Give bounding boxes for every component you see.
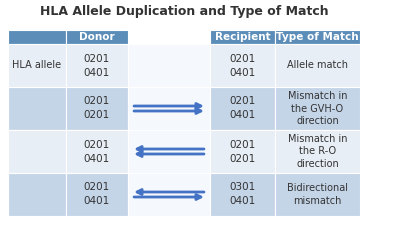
Text: Mismatch in
the GVH-O
direction: Mismatch in the GVH-O direction [288,91,347,126]
Text: 0201
0401: 0201 0401 [84,139,110,163]
Bar [128,173,210,216]
Bar [210,130,275,173]
Text: Recipient: Recipient [215,32,270,42]
Text: Bidirectional
mismatch: Bidirectional mismatch [287,183,348,206]
Bar [8,87,66,130]
Bar [66,44,128,87]
Text: 0201
0401: 0201 0401 [84,54,110,78]
Bar [275,30,360,44]
Bar [8,30,66,44]
Bar [128,87,210,130]
Bar [128,44,210,87]
Text: Type of Match: Type of Match [276,32,359,42]
Text: HLA Allele Duplication and Type of Match: HLA Allele Duplication and Type of Match [40,6,328,18]
Bar [66,87,128,130]
Bar [275,173,360,216]
Bar [66,130,128,173]
Bar [275,87,360,130]
Bar [66,30,128,44]
Bar [210,173,275,216]
Text: HLA allele: HLA allele [12,60,62,71]
Text: Donor: Donor [79,32,115,42]
Bar [210,30,275,44]
Text: 0201
0401: 0201 0401 [84,182,110,206]
Text: Allele match: Allele match [287,60,348,71]
Text: 0201
0401: 0201 0401 [229,54,256,78]
Bar [210,44,275,87]
Bar [66,173,128,216]
Bar [275,44,360,87]
Bar [8,44,66,87]
Bar [8,130,66,173]
Text: 0201
0401: 0201 0401 [229,96,256,120]
Bar [210,87,275,130]
Bar [8,173,66,216]
Text: Mismatch in
the R-O
direction: Mismatch in the R-O direction [288,134,347,169]
Text: 0301
0401: 0301 0401 [229,182,256,206]
Text: 0201
0201: 0201 0201 [84,96,110,120]
Text: 0201
0201: 0201 0201 [229,139,256,163]
Bar [128,130,210,173]
Bar [275,130,360,173]
